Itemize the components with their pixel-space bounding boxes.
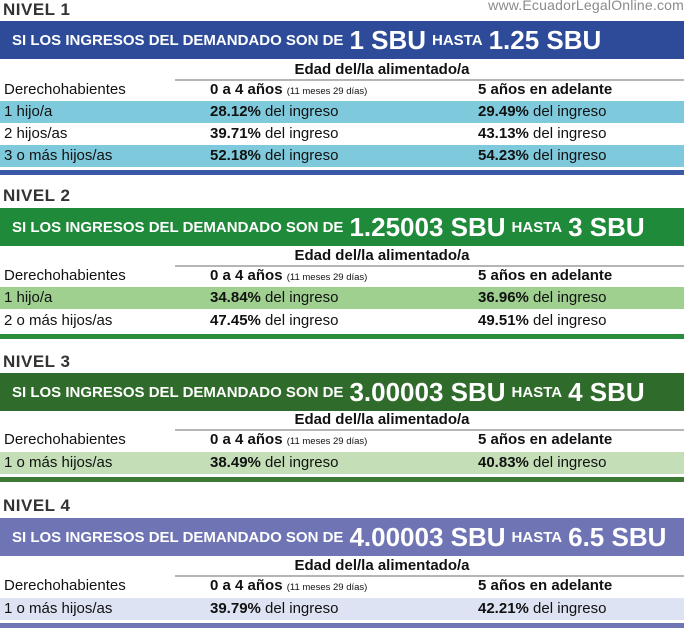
level-3-banner: SI LOS INGRESOS DEL DEMANDADO SON DE 3.0… <box>0 373 684 411</box>
level-1-bottom-bar <box>0 170 684 175</box>
col-age-5-plus: 5 años en adelante <box>478 577 613 594</box>
row-label: 1 o más hijos/as <box>4 600 113 617</box>
col-derechohabientes: Derechohabientes <box>4 267 126 284</box>
pct-5-plus: 40.83% del ingreso <box>478 454 607 471</box>
pct-0-4: 39.79% del ingreso <box>210 600 339 617</box>
table-row: 1 hijo/a 34.84% del ingreso 36.96% del i… <box>0 287 684 309</box>
banner-to: 3 SBU <box>568 211 645 242</box>
col-age-5-plus: 5 años en adelante <box>478 81 613 98</box>
banner-to: 1.25 SBU <box>488 24 602 55</box>
pct-0-4: 52.18% del ingreso <box>210 147 339 164</box>
col-age-0-4: 0 a 4 años (11 meses 29 días) <box>210 431 368 448</box>
header-divider <box>175 575 684 577</box>
banner-from: 3.00003 SBU <box>349 376 506 407</box>
level-2-header-row: Derechohabientes 0 a 4 años (11 meses 29… <box>0 265 684 287</box>
banner-from: 1.25003 SBU <box>349 211 506 242</box>
col-age-5-plus: 5 años en adelante <box>478 267 613 284</box>
level-2-bottom-bar <box>0 334 684 339</box>
level-4-bottom-bar <box>0 623 684 628</box>
table-row: 3 o más hijos/as 52.18% del ingreso 54.2… <box>0 145 684 167</box>
level-3-title: NIVEL 3 <box>3 352 71 371</box>
header-divider <box>175 79 684 81</box>
row-label: 1 hijo/a <box>4 103 53 120</box>
row-label: 1 hijo/a <box>4 289 53 306</box>
row-label: 2 hijos/as <box>4 125 68 142</box>
row-label: 3 o más hijos/as <box>4 147 113 164</box>
pct-5-plus: 36.96% del ingreso <box>478 289 607 306</box>
pct-0-4: 39.71% del ingreso <box>210 125 339 142</box>
col-age-0-4: 0 a 4 años (11 meses 29 días) <box>210 267 368 284</box>
level-2-banner: SI LOS INGRESOS DEL DEMANDADO SON DE 1.2… <box>0 208 684 246</box>
pct-5-plus: 49.51% del ingreso <box>478 312 607 329</box>
col-derechohabientes: Derechohabientes <box>4 577 126 594</box>
table-row: 1 hijo/a 28.12% del ingreso 29.49% del i… <box>0 101 684 123</box>
row-label: 1 o más hijos/as <box>4 454 113 471</box>
banner-prefix: SI LOS INGRESOS DEL DEMANDADO SON DE <box>12 218 344 236</box>
pct-0-4: 34.84% del ingreso <box>210 289 339 306</box>
pct-5-plus: 42.21% del ingreso <box>478 600 607 617</box>
table-row: 1 o más hijos/as 39.79% del ingreso 42.2… <box>0 598 684 620</box>
level-1-header-row: Derechohabientes 0 a 4 años (11 meses 29… <box>0 79 684 101</box>
pct-5-plus: 43.13% del ingreso <box>478 125 607 142</box>
col-age-0-4: 0 a 4 años (11 meses 29 días) <box>210 577 368 594</box>
col-age-0-4: 0 a 4 años (11 meses 29 días) <box>210 81 368 98</box>
pct-0-4: 47.45% del ingreso <box>210 312 339 329</box>
banner-prefix: SI LOS INGRESOS DEL DEMANDADO SON DE <box>12 528 344 546</box>
banner-mid: HASTA <box>511 218 563 236</box>
banner-prefix: SI LOS INGRESOS DEL DEMANDADO SON DE <box>12 383 344 401</box>
header-divider <box>175 429 684 431</box>
level-1-edad-heading: Edad del/la alimentado/a <box>294 61 470 78</box>
level-4-banner: SI LOS INGRESOS DEL DEMANDADO SON DE 4.0… <box>0 518 684 556</box>
header-divider <box>175 265 684 267</box>
banner-to: 6.5 SBU <box>568 521 667 552</box>
table-row: 1 o más hijos/as 38.49% del ingreso 40.8… <box>0 452 684 474</box>
website-watermark: www.EcuadorLegalOnline.com <box>488 0 684 13</box>
level-2-edad-heading: Edad del/la alimentado/a <box>294 247 470 264</box>
pct-0-4: 28.12% del ingreso <box>210 103 339 120</box>
col-age-5-plus: 5 años en adelante <box>478 431 613 448</box>
level-4-header-row: Derechohabientes 0 a 4 años (11 meses 29… <box>0 575 684 597</box>
row-label: 2 o más hijos/as <box>4 312 113 329</box>
level-3-edad-heading: Edad del/la alimentado/a <box>294 411 470 428</box>
pct-0-4: 38.49% del ingreso <box>210 454 339 471</box>
pct-5-plus: 54.23% del ingreso <box>478 147 607 164</box>
level-3-header-row: Derechohabientes 0 a 4 años (11 meses 29… <box>0 429 684 451</box>
banner-mid: HASTA <box>432 31 483 49</box>
banner-mid: HASTA <box>511 383 563 401</box>
level-2-title: NIVEL 2 <box>3 186 71 205</box>
banner-prefix: SI LOS INGRESOS DEL DEMANDADO SON DE <box>12 31 344 49</box>
col-derechohabientes: Derechohabientes <box>4 81 126 98</box>
banner-from: 4.00003 SBU <box>349 521 506 552</box>
pct-5-plus: 29.49% del ingreso <box>478 103 607 120</box>
banner-to: 4 SBU <box>568 376 645 407</box>
banner-from: 1 SBU <box>349 24 427 55</box>
level-4-edad-heading: Edad del/la alimentado/a <box>294 557 470 574</box>
table-row: 2 hijos/as 39.71% del ingreso 43.13% del… <box>0 123 684 145</box>
table-row: 2 o más hijos/as 47.45% del ingreso 49.5… <box>0 310 684 332</box>
level-1-title: NIVEL 1 <box>3 0 71 19</box>
level-4-title: NIVEL 4 <box>3 496 71 515</box>
level-3-bottom-bar <box>0 477 684 482</box>
level-1-banner: SI LOS INGRESOS DEL DEMANDADO SON DE 1 S… <box>0 21 684 59</box>
banner-mid: HASTA <box>511 528 563 546</box>
col-derechohabientes: Derechohabientes <box>4 431 126 448</box>
